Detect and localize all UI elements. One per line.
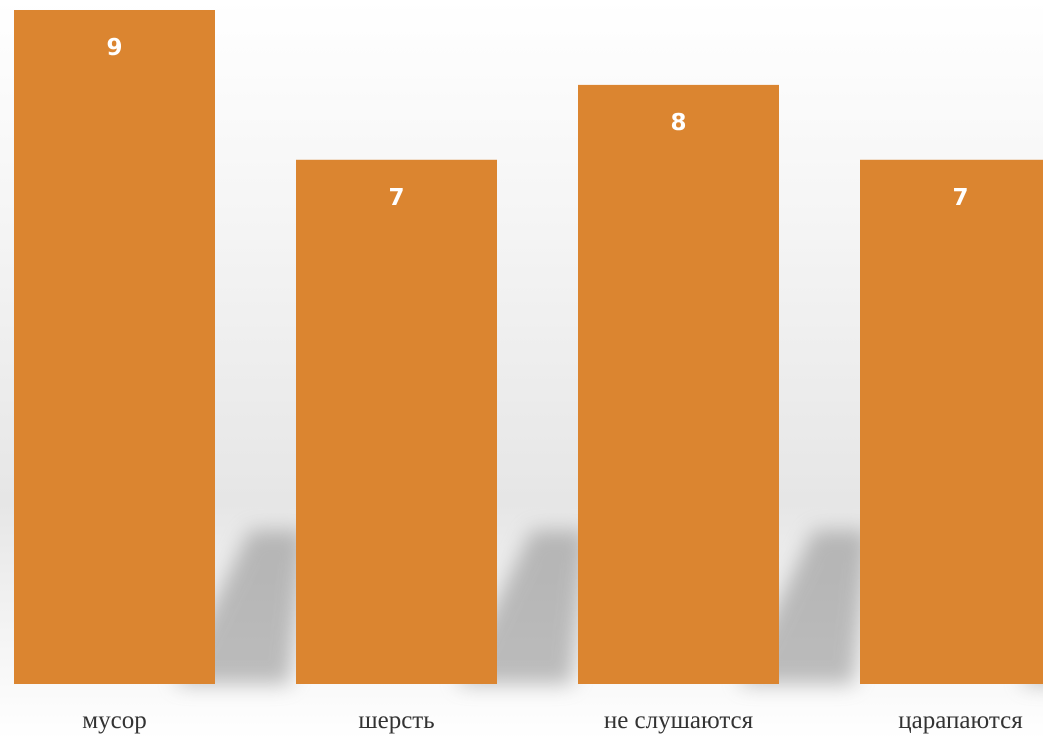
category-label: царапаются bbox=[898, 707, 1023, 734]
data-label: 9 bbox=[106, 35, 122, 61]
data-labels: 9 7 8 7 bbox=[106, 35, 968, 211]
data-label: 8 bbox=[670, 110, 686, 136]
data-label: 7 bbox=[388, 185, 404, 211]
bar bbox=[14, 10, 215, 684]
category-label: шерсть bbox=[358, 707, 434, 734]
data-label: 7 bbox=[952, 185, 968, 211]
category-labels: мусор шерсть не слушаются царапаются bbox=[82, 707, 1023, 734]
category-label: не слушаются bbox=[604, 707, 754, 734]
bar bbox=[578, 84, 779, 684]
bar bbox=[860, 159, 1043, 684]
bars bbox=[14, 10, 1043, 684]
category-label: мусор bbox=[82, 707, 146, 734]
bar bbox=[296, 159, 497, 684]
